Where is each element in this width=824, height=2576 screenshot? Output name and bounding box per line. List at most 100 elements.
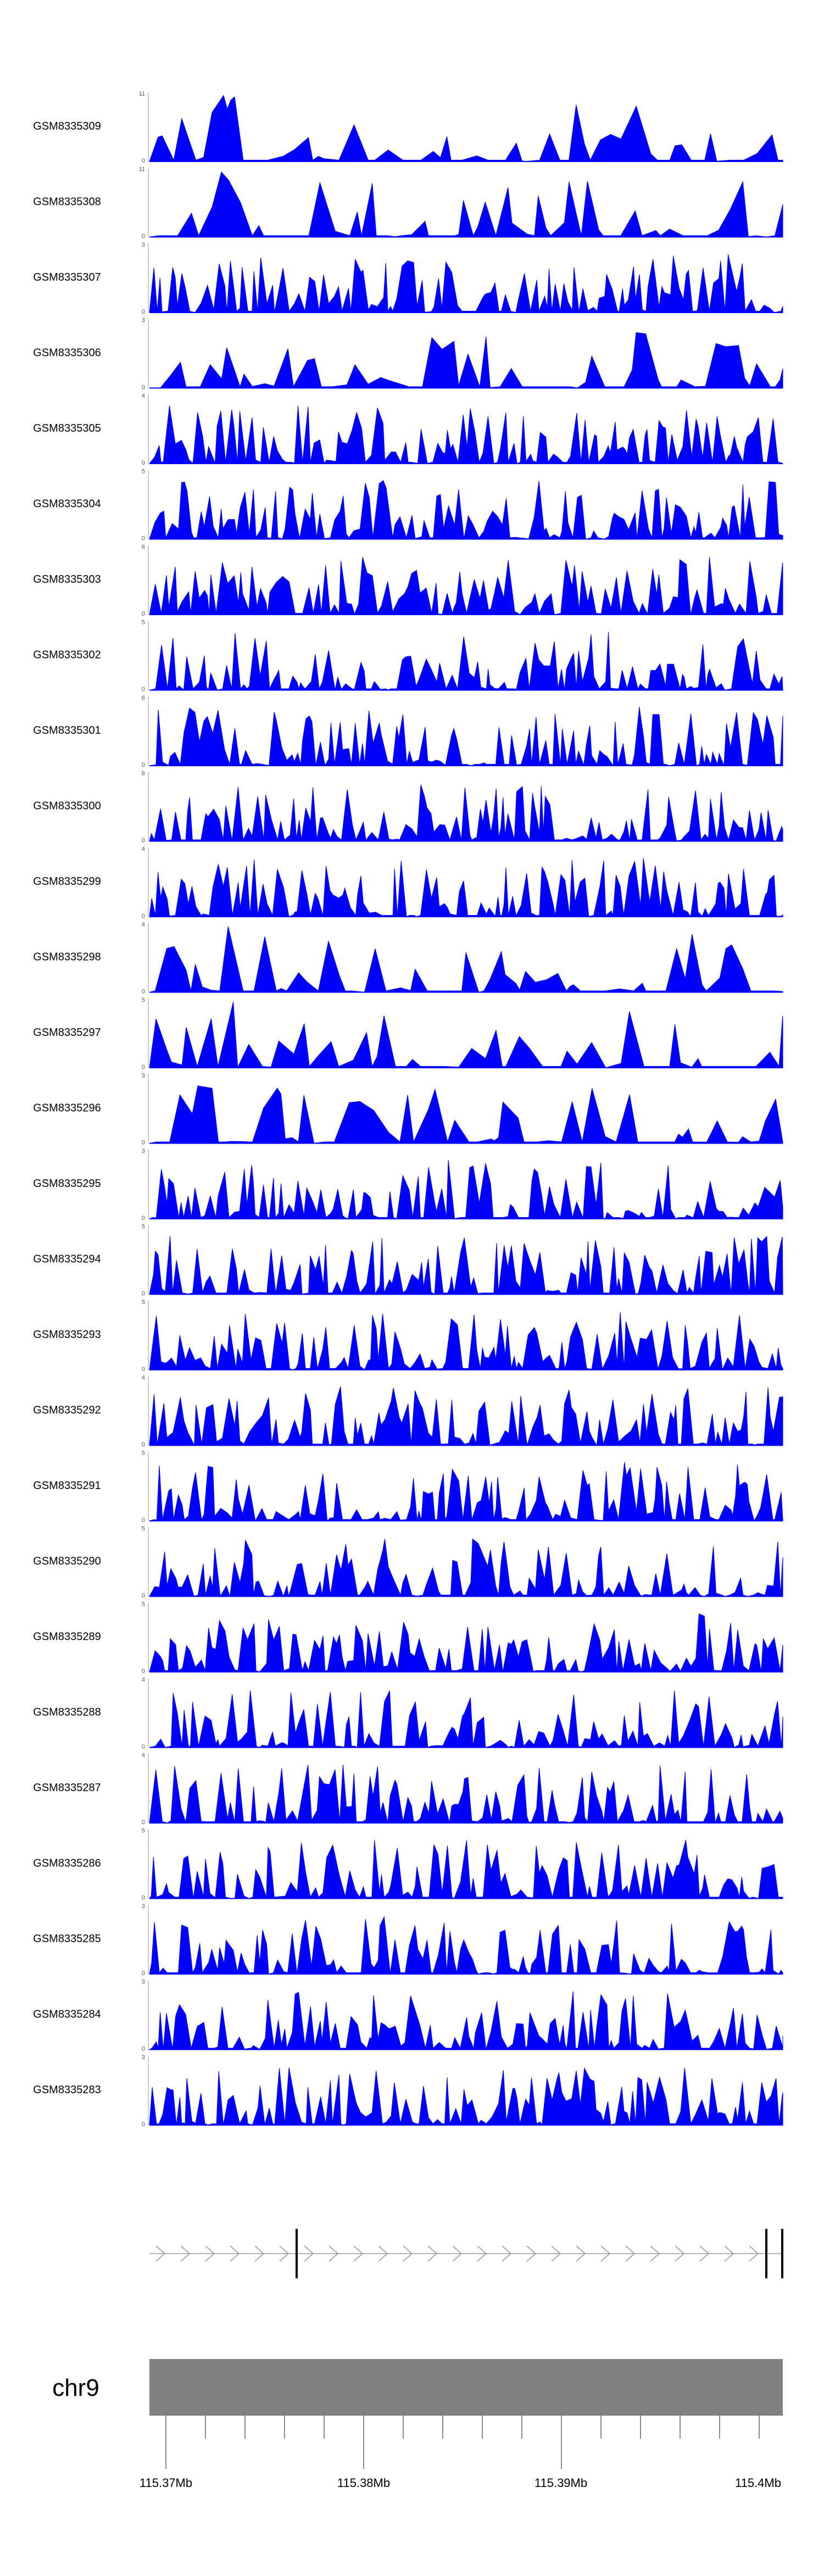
strand-arrow-icon xyxy=(329,2245,339,2262)
signal-area xyxy=(149,94,783,162)
y-min-label: 0 xyxy=(142,611,145,617)
track-label: GSM8335293 xyxy=(33,1329,101,1341)
track-label: GSM8335301 xyxy=(33,724,101,737)
y-max-label: 6 xyxy=(142,544,145,550)
signal-area xyxy=(149,1160,783,1219)
signal-area xyxy=(149,171,783,237)
y-max-label: 6 xyxy=(142,771,145,777)
y-max-label: 4 xyxy=(142,393,145,399)
strand-arrow-icon xyxy=(600,2245,611,2262)
track-label: GSM8335284 xyxy=(33,2009,101,2021)
track-label: GSM8335298 xyxy=(33,951,101,963)
signal-area xyxy=(149,2067,783,2126)
strand-arrow-icon xyxy=(551,2245,561,2262)
strand-arrow-icon xyxy=(650,2245,660,2262)
y-max-label: 5 xyxy=(142,1526,145,1532)
genomic-axis: 115.37Mb 115.38Mb 115.39Mb 115.4Mb xyxy=(140,2416,781,2490)
y-max-label: 11 xyxy=(139,166,145,173)
y-min-label: 0 xyxy=(142,536,145,542)
signal-area xyxy=(149,479,783,540)
y-max-label: 11 xyxy=(139,91,145,97)
signal-area xyxy=(149,858,783,917)
track-label: GSM8335288 xyxy=(33,1707,101,1719)
track-label: GSM8335309 xyxy=(33,120,101,132)
signal-area xyxy=(149,1386,783,1446)
track-GSM8335287: GSM8335287 4 0 xyxy=(33,1752,783,1826)
strand-arrow-icon xyxy=(699,2245,710,2262)
track-GSM8335292: GSM8335292 4 0 xyxy=(33,1375,783,1448)
y-min-label: 0 xyxy=(142,158,145,164)
y-min-label: 0 xyxy=(142,1819,145,1826)
y-max-label: 5 xyxy=(142,997,145,1003)
y-min-label: 0 xyxy=(142,1215,145,1222)
y-min-label: 0 xyxy=(142,1064,145,1070)
y-min-label: 0 xyxy=(142,1668,145,1675)
signal-area xyxy=(149,1236,783,1295)
strand-arrow-icon xyxy=(279,2245,289,2262)
y-min-label: 0 xyxy=(142,1895,145,1902)
strand-arrow-icon xyxy=(180,2245,191,2262)
track-label: GSM8335300 xyxy=(33,800,101,812)
track-label: GSM8335307 xyxy=(33,271,101,283)
y-min-label: 0 xyxy=(142,460,145,466)
track-GSM8335302: GSM8335302 5 0 xyxy=(33,620,783,693)
y-min-label: 0 xyxy=(142,1291,145,1297)
y-min-label: 0 xyxy=(142,1140,145,1146)
track-label: GSM8335299 xyxy=(33,876,101,888)
signal-area xyxy=(148,405,783,464)
track-GSM8335297: GSM8335297 5 0 xyxy=(33,997,783,1070)
signal-tracks: GSM8335309110GSM8335308110GSM833530730GS… xyxy=(33,91,783,2128)
y-max-label: 5 xyxy=(142,1828,145,1835)
y-max-label: 4 xyxy=(142,846,145,852)
x-tick-label: 115.37Mb xyxy=(140,2476,192,2490)
track-GSM8335291: GSM8335291 5 0 xyxy=(33,1450,783,1524)
signal-area xyxy=(149,254,783,313)
y-min-label: 0 xyxy=(142,1970,145,1977)
track-GSM8335294: GSM8335294 5 0 xyxy=(33,1224,783,1297)
y-max-label: 4 xyxy=(142,1375,145,1381)
y-min-label: 0 xyxy=(142,989,145,995)
y-max-label: 5 xyxy=(142,1601,145,1608)
track-GSM8335288: GSM8335288 4 0 xyxy=(33,1677,783,1750)
track-GSM8335300: GSM8335300 6 0 xyxy=(33,771,783,844)
signal-area xyxy=(149,926,783,993)
signal-area xyxy=(149,707,783,767)
track-GSM8335301: GSM8335301 6 0 xyxy=(33,695,783,768)
y-max-label: 3 xyxy=(142,1979,145,1986)
y-max-label: 5 xyxy=(142,1224,145,1230)
track-GSM8335286: GSM8335286 5 0 xyxy=(33,1828,783,1902)
track-GSM8335308: GSM8335308 11 0 xyxy=(33,166,783,240)
signal-area xyxy=(149,1002,783,1069)
chromosome-ideogram: chr9 115.37Mb 115.38Mb 115.39Mb 115.4Mb xyxy=(52,2359,783,2490)
y-max-label: 4 xyxy=(142,1752,145,1759)
signal-area xyxy=(149,1312,783,1371)
signal-area xyxy=(149,1916,783,1975)
strand-arrow-icon xyxy=(230,2245,240,2262)
y-max-label: 5 xyxy=(142,1299,145,1306)
y-max-label: 3 xyxy=(142,1073,145,1079)
strand-arrow-icon xyxy=(353,2245,364,2262)
y-min-label: 0 xyxy=(142,384,145,391)
strand-arrow-icon xyxy=(675,2245,685,2262)
signal-area xyxy=(149,1839,783,1899)
y-max-label: 6 xyxy=(142,695,145,701)
track-label: GSM8335291 xyxy=(33,1480,101,1492)
y-min-label: 0 xyxy=(142,309,145,315)
signal-area xyxy=(149,332,783,388)
x-tick-label: 115.4Mb xyxy=(735,2476,781,2490)
track-label: GSM8335297 xyxy=(33,1027,101,1039)
track-GSM8335304: GSM8335304 5 0 xyxy=(33,469,783,542)
y-max-label: 3 xyxy=(142,2054,145,2061)
track-GSM8335306: GSM8335306 3 0 xyxy=(33,317,783,391)
gene-model-track xyxy=(149,2229,783,2278)
track-GSM8335307: GSM8335307 3 0 xyxy=(33,242,783,315)
track-GSM8335309: GSM8335309 11 0 xyxy=(33,91,783,164)
track-label: GSM8335306 xyxy=(33,347,101,359)
strand-arrow-icon xyxy=(155,2245,166,2262)
track-label: GSM8335304 xyxy=(33,498,101,510)
strand-arrow-icon xyxy=(576,2245,586,2262)
track-label: GSM8335290 xyxy=(33,1555,101,1568)
track-GSM8335303: GSM8335303 6 0 xyxy=(33,544,783,617)
y-min-label: 0 xyxy=(142,762,145,768)
track-label: GSM8335305 xyxy=(33,422,101,434)
